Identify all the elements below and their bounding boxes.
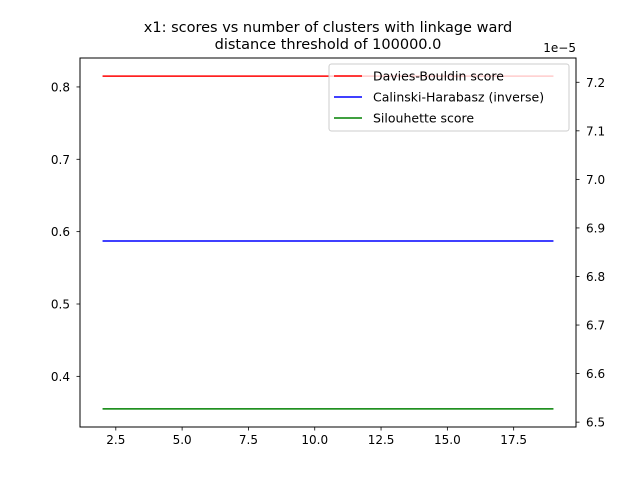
y-left-tick-label: 0.7 [51,153,70,167]
y-axis-left: 0.4 0.5 0.6 0.7 0.8 [51,80,80,384]
y-right-tick-label: 6.9 [586,221,605,235]
y-right-tick-label: 7.0 [586,173,605,187]
chart-title-line: distance threshold of 100000.0 [215,37,442,53]
x-tick-label: 17.5 [500,433,527,447]
x-tick-label: 12.5 [368,433,395,447]
y-right-tick-label: 6.8 [586,270,605,284]
y-left-tick-label: 0.5 [51,298,70,312]
chart-title-line: x1: scores vs number of clusters with li… [144,20,512,36]
legend-item-label: Silouhette score [373,111,474,126]
x-tick-label: 10.0 [301,433,328,447]
y-right-tick-label: 7.2 [586,76,605,90]
legend-box [328,63,570,132]
y-right-tick-label: 7.1 [586,124,605,138]
y-left-tick-label: 0.8 [51,80,70,94]
y-right-tick-label: 6.6 [586,367,605,381]
y-left-tick-label: 0.4 [51,370,70,384]
x-tick-label: 5.0 [173,433,192,447]
y-right-tick-label: 6.7 [586,319,605,333]
legend-item-label: Davies-Bouldin score [373,69,504,84]
chart-title: x1: scores vs number of clusters with li… [144,20,512,53]
right-axis-offset-label: 1e−5 [543,41,576,55]
y-right-tick-label: 6.5 [586,416,605,430]
plot-frame [79,57,577,428]
x-tick-label: 7.5 [239,433,258,447]
y-axis-right: 6.5 6.6 6.7 6.8 6.9 7.0 7.1 7.2 [576,76,605,430]
x-tick-label: 15.0 [434,433,461,447]
x-axis: 2.5 5.0 7.5 10.0 12.5 15.0 17.5 [106,427,527,447]
legend: Davies-Bouldin score Calinski-Harabasz (i… [328,63,570,132]
y-left-tick-label: 0.6 [51,225,70,239]
x-tick-label: 2.5 [106,433,125,447]
legend-item-label: Calinski-Harabasz (inverse) [373,90,544,105]
